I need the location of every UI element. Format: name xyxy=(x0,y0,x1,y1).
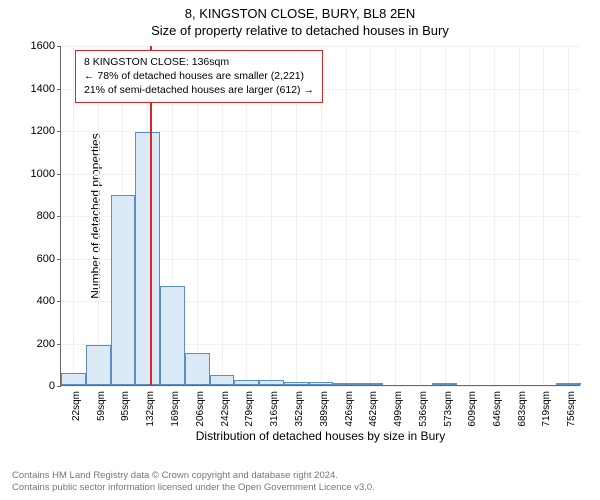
histogram-bar xyxy=(61,373,86,385)
y-tick-label: 1400 xyxy=(31,83,61,95)
histogram-bar xyxy=(309,382,334,385)
histogram-bar xyxy=(556,383,581,385)
histogram-bar xyxy=(259,380,284,385)
annotation-line1: 8 KINGSTON CLOSE: 136sqm xyxy=(84,55,314,69)
gridline-v xyxy=(469,46,470,385)
x-tick-label: 95sqm xyxy=(120,391,131,421)
gridline-v xyxy=(370,46,371,385)
annotation-box: 8 KINGSTON CLOSE: 136sqm← 78% of detache… xyxy=(75,50,323,103)
histogram-bar xyxy=(185,353,210,385)
x-tick-label: 683sqm xyxy=(517,391,528,427)
x-tick-label: 169sqm xyxy=(170,391,181,427)
title-line1: 8, KINGSTON CLOSE, BURY, BL8 2EN xyxy=(0,6,600,21)
gridline-v xyxy=(420,46,421,385)
footer-line1: Contains HM Land Registry data © Crown c… xyxy=(12,470,375,482)
annotation-line2: ← 78% of detached houses are smaller (2,… xyxy=(84,69,314,83)
chart-title-block: 8, KINGSTON CLOSE, BURY, BL8 2EN Size of… xyxy=(0,0,600,38)
chart-container: Number of detached properties Distributi… xyxy=(60,46,580,426)
x-tick-label: 316sqm xyxy=(269,391,280,427)
x-tick-label: 609sqm xyxy=(467,391,478,427)
gridline-h xyxy=(61,386,580,387)
x-tick-label: 573sqm xyxy=(443,391,454,427)
gridline-v xyxy=(519,46,520,385)
x-tick-label: 59sqm xyxy=(96,391,107,421)
x-tick-label: 242sqm xyxy=(220,391,231,427)
histogram-bar xyxy=(333,383,358,385)
x-tick-label: 499sqm xyxy=(393,391,404,427)
y-tick-label: 600 xyxy=(37,253,61,265)
y-tick-label: 1200 xyxy=(31,125,61,137)
histogram-bar xyxy=(160,286,185,385)
histogram-bar xyxy=(111,195,136,385)
title-line2: Size of property relative to detached ho… xyxy=(0,23,600,38)
y-tick-label: 1600 xyxy=(31,40,61,52)
y-tick-label: 1000 xyxy=(31,168,61,180)
histogram-bar xyxy=(432,383,457,385)
gridline-v xyxy=(568,46,569,385)
histogram-bar xyxy=(86,345,111,385)
gridline-v xyxy=(346,46,347,385)
copyright-footer: Contains HM Land Registry data © Crown c… xyxy=(12,470,375,494)
x-axis-label: Distribution of detached houses by size … xyxy=(196,429,445,443)
y-tick-label: 800 xyxy=(37,210,61,222)
footer-line2: Contains public sector information licen… xyxy=(12,482,375,494)
histogram-bar xyxy=(234,380,259,385)
x-tick-label: 389sqm xyxy=(319,391,330,427)
x-tick-label: 352sqm xyxy=(294,391,305,427)
x-tick-label: 132sqm xyxy=(145,391,156,427)
x-tick-label: 426sqm xyxy=(344,391,355,427)
histogram-bar xyxy=(135,132,160,385)
gridline-v xyxy=(445,46,446,385)
x-tick-label: 756sqm xyxy=(566,391,577,427)
plot-area: Number of detached properties Distributi… xyxy=(60,46,580,386)
y-tick-label: 400 xyxy=(37,295,61,307)
gridline-v xyxy=(543,46,544,385)
histogram-bar xyxy=(284,382,309,385)
x-tick-label: 646sqm xyxy=(492,391,503,427)
gridline-v xyxy=(395,46,396,385)
x-tick-label: 536sqm xyxy=(418,391,429,427)
y-tick-label: 0 xyxy=(49,380,61,392)
x-tick-label: 462sqm xyxy=(368,391,379,427)
x-tick-label: 22sqm xyxy=(71,391,82,421)
y-tick-label: 200 xyxy=(37,338,61,350)
x-tick-label: 206sqm xyxy=(195,391,206,427)
annotation-line3: 21% of semi-detached houses are larger (… xyxy=(84,83,314,97)
x-tick-label: 719sqm xyxy=(541,391,552,427)
gridline-v xyxy=(73,46,74,385)
histogram-bar xyxy=(210,375,235,385)
histogram-bar xyxy=(358,383,383,385)
gridline-v xyxy=(494,46,495,385)
x-tick-label: 279sqm xyxy=(244,391,255,427)
